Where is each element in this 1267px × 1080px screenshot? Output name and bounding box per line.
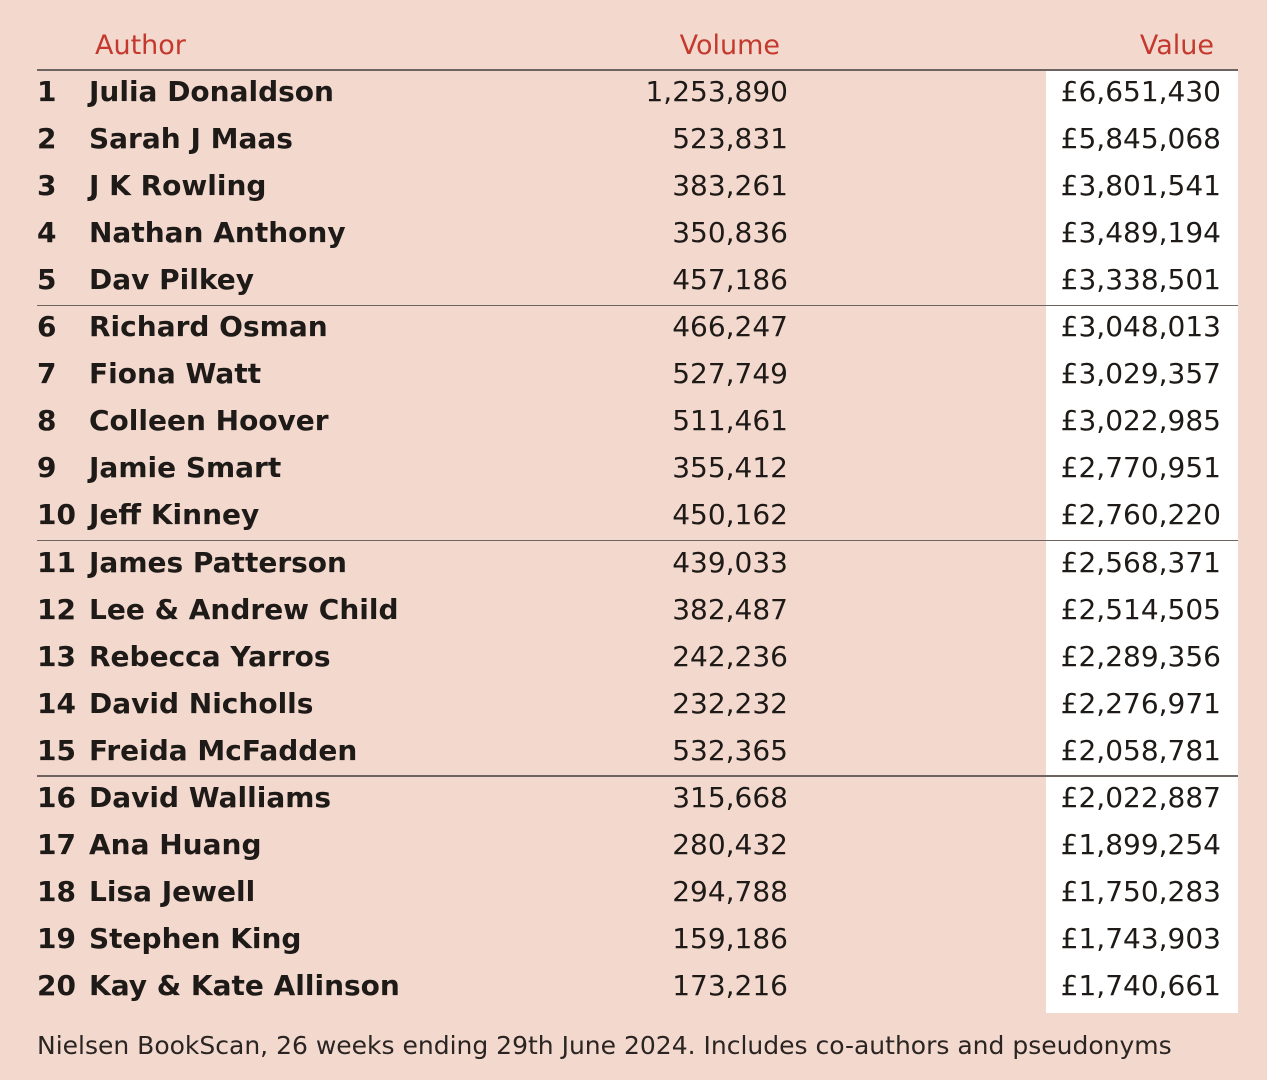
header-rule bbox=[37, 69, 1238, 71]
rank: 5 bbox=[37, 263, 57, 297]
rank: 3 bbox=[37, 169, 57, 203]
value: £1,740,661 bbox=[1060, 968, 1221, 1002]
author: Dav Pilkey bbox=[89, 263, 254, 297]
author: Lee & Andrew Child bbox=[89, 592, 399, 626]
author: Julia Donaldson bbox=[89, 75, 334, 108]
volume: 159,186 bbox=[672, 921, 788, 955]
group-separator bbox=[37, 304, 1238, 307]
author: Ana Huang bbox=[89, 827, 262, 861]
rank: 17 bbox=[37, 827, 76, 861]
volume: 294,788 bbox=[672, 874, 788, 908]
rank: 18 bbox=[37, 874, 76, 908]
rank: 1 bbox=[37, 75, 57, 108]
rank: 11 bbox=[37, 545, 76, 579]
value: £2,514,505 bbox=[1060, 592, 1221, 626]
value: £2,770,951 bbox=[1060, 451, 1221, 485]
value: £2,276,971 bbox=[1060, 686, 1221, 720]
volume: 280,432 bbox=[672, 827, 788, 861]
value: £6,651,430 bbox=[1060, 75, 1221, 108]
volume: 450,162 bbox=[672, 498, 788, 532]
volume: 527,749 bbox=[672, 357, 788, 391]
volume: 532,365 bbox=[672, 733, 788, 767]
author: James Patterson bbox=[89, 545, 347, 579]
footnote: Nielsen BookScan, 26 weeks ending 29th J… bbox=[37, 1031, 1172, 1060]
rank: 2 bbox=[37, 122, 57, 156]
header-author: Author bbox=[95, 30, 186, 61]
author: Lisa Jewell bbox=[89, 874, 256, 908]
value: £1,743,903 bbox=[1060, 921, 1221, 955]
value: £3,801,541 bbox=[1060, 169, 1221, 203]
author: David Nicholls bbox=[89, 686, 314, 720]
value: £3,048,013 bbox=[1060, 310, 1221, 344]
rank: 13 bbox=[37, 639, 76, 673]
author: Richard Osman bbox=[89, 310, 328, 344]
value: £2,760,220 bbox=[1060, 498, 1221, 532]
group-separator bbox=[37, 775, 1238, 777]
value: £2,022,887 bbox=[1060, 780, 1221, 814]
author: Jeff Kinney bbox=[89, 498, 260, 532]
value: £3,029,357 bbox=[1060, 357, 1221, 391]
value: £3,022,985 bbox=[1060, 404, 1221, 438]
author: Colleen Hoover bbox=[89, 404, 329, 438]
value: £2,058,781 bbox=[1060, 733, 1221, 767]
value: £5,845,068 bbox=[1060, 122, 1221, 156]
volume: 383,261 bbox=[672, 169, 788, 203]
volume: 1,253,890 bbox=[645, 75, 788, 108]
author: Jamie Smart bbox=[89, 451, 282, 485]
value: £3,489,194 bbox=[1060, 216, 1221, 250]
rank: 16 bbox=[37, 780, 76, 814]
rank: 19 bbox=[37, 921, 76, 955]
volume: 457,186 bbox=[672, 263, 788, 297]
author: Fiona Watt bbox=[89, 357, 262, 391]
author: J K Rowling bbox=[89, 169, 267, 203]
volume: 315,668 bbox=[672, 780, 788, 814]
header-volume: Volume bbox=[679, 30, 780, 61]
volume: 350,836 bbox=[672, 216, 788, 250]
author: Kay & Kate Allinson bbox=[89, 968, 400, 1002]
rank: 14 bbox=[37, 686, 76, 720]
value: £3,338,501 bbox=[1060, 263, 1221, 297]
volume: 511,461 bbox=[672, 404, 788, 438]
rank: 10 bbox=[37, 498, 76, 532]
volume: 232,232 bbox=[672, 686, 788, 720]
author: Freida McFadden bbox=[89, 733, 358, 767]
header-value: Value bbox=[1139, 30, 1214, 61]
rank: 8 bbox=[37, 404, 57, 438]
rank: 6 bbox=[37, 310, 57, 344]
author: Sarah J Maas bbox=[89, 122, 293, 156]
rank: 15 bbox=[37, 733, 76, 767]
volume: 382,487 bbox=[672, 592, 788, 626]
volume: 355,412 bbox=[672, 451, 788, 485]
author: Rebecca Yarros bbox=[89, 639, 331, 673]
value: £2,289,356 bbox=[1060, 639, 1221, 673]
value-column-background bbox=[1046, 71, 1238, 1013]
author: David Walliams bbox=[89, 780, 332, 814]
rank: 7 bbox=[37, 357, 57, 391]
value: £1,750,283 bbox=[1060, 874, 1221, 908]
rank: 9 bbox=[37, 451, 57, 485]
volume: 466,247 bbox=[672, 310, 788, 344]
author: Stephen King bbox=[89, 921, 302, 955]
volume: 242,236 bbox=[672, 639, 788, 673]
volume: 173,216 bbox=[672, 968, 788, 1002]
group-separator bbox=[37, 539, 1238, 542]
value: £2,568,371 bbox=[1060, 545, 1221, 579]
value: £1,899,254 bbox=[1060, 827, 1221, 861]
rank: 12 bbox=[37, 592, 76, 626]
author: Nathan Anthony bbox=[89, 216, 346, 250]
rank: 4 bbox=[37, 216, 57, 250]
rank: 20 bbox=[37, 968, 76, 1002]
volume: 523,831 bbox=[672, 122, 788, 156]
volume: 439,033 bbox=[672, 545, 788, 579]
